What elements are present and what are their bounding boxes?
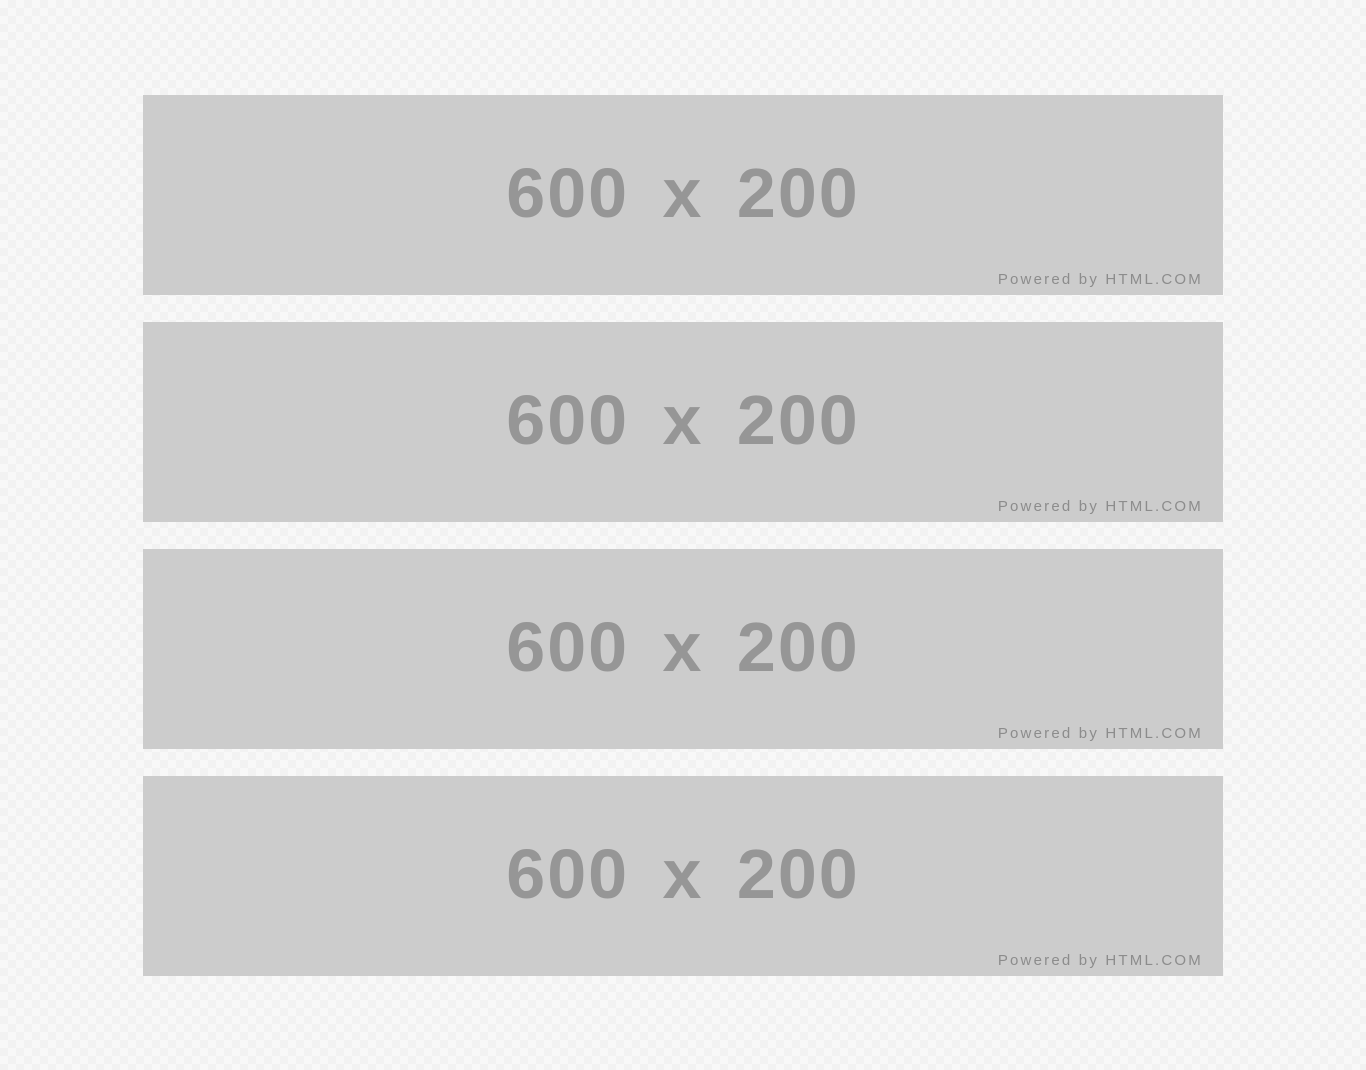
placeholder-size-label: 600 x 200	[506, 608, 860, 686]
placeholder-credit: Powered by HTML.COM	[997, 725, 1203, 742]
placeholder-size-label: 600 x 200	[506, 381, 860, 459]
placeholder-image: 600 x 200 Powered by HTML.COM	[143, 549, 1223, 749]
placeholder-size-label: 600 x 200	[506, 154, 860, 232]
placeholder-image: 600 x 200 Powered by HTML.COM	[143, 776, 1223, 976]
placeholder-image: 600 x 200 Powered by HTML.COM	[143, 322, 1223, 522]
placeholder-credit: Powered by HTML.COM	[997, 952, 1203, 969]
placeholder-credit: Powered by HTML.COM	[997, 498, 1203, 515]
placeholder-image: 600 x 200 Powered by HTML.COM	[143, 95, 1223, 295]
placeholder-image-list: 600 x 200 Powered by HTML.COM 600 x 200 …	[143, 95, 1223, 976]
placeholder-size-label: 600 x 200	[506, 835, 860, 913]
placeholder-credit: Powered by HTML.COM	[997, 271, 1203, 288]
